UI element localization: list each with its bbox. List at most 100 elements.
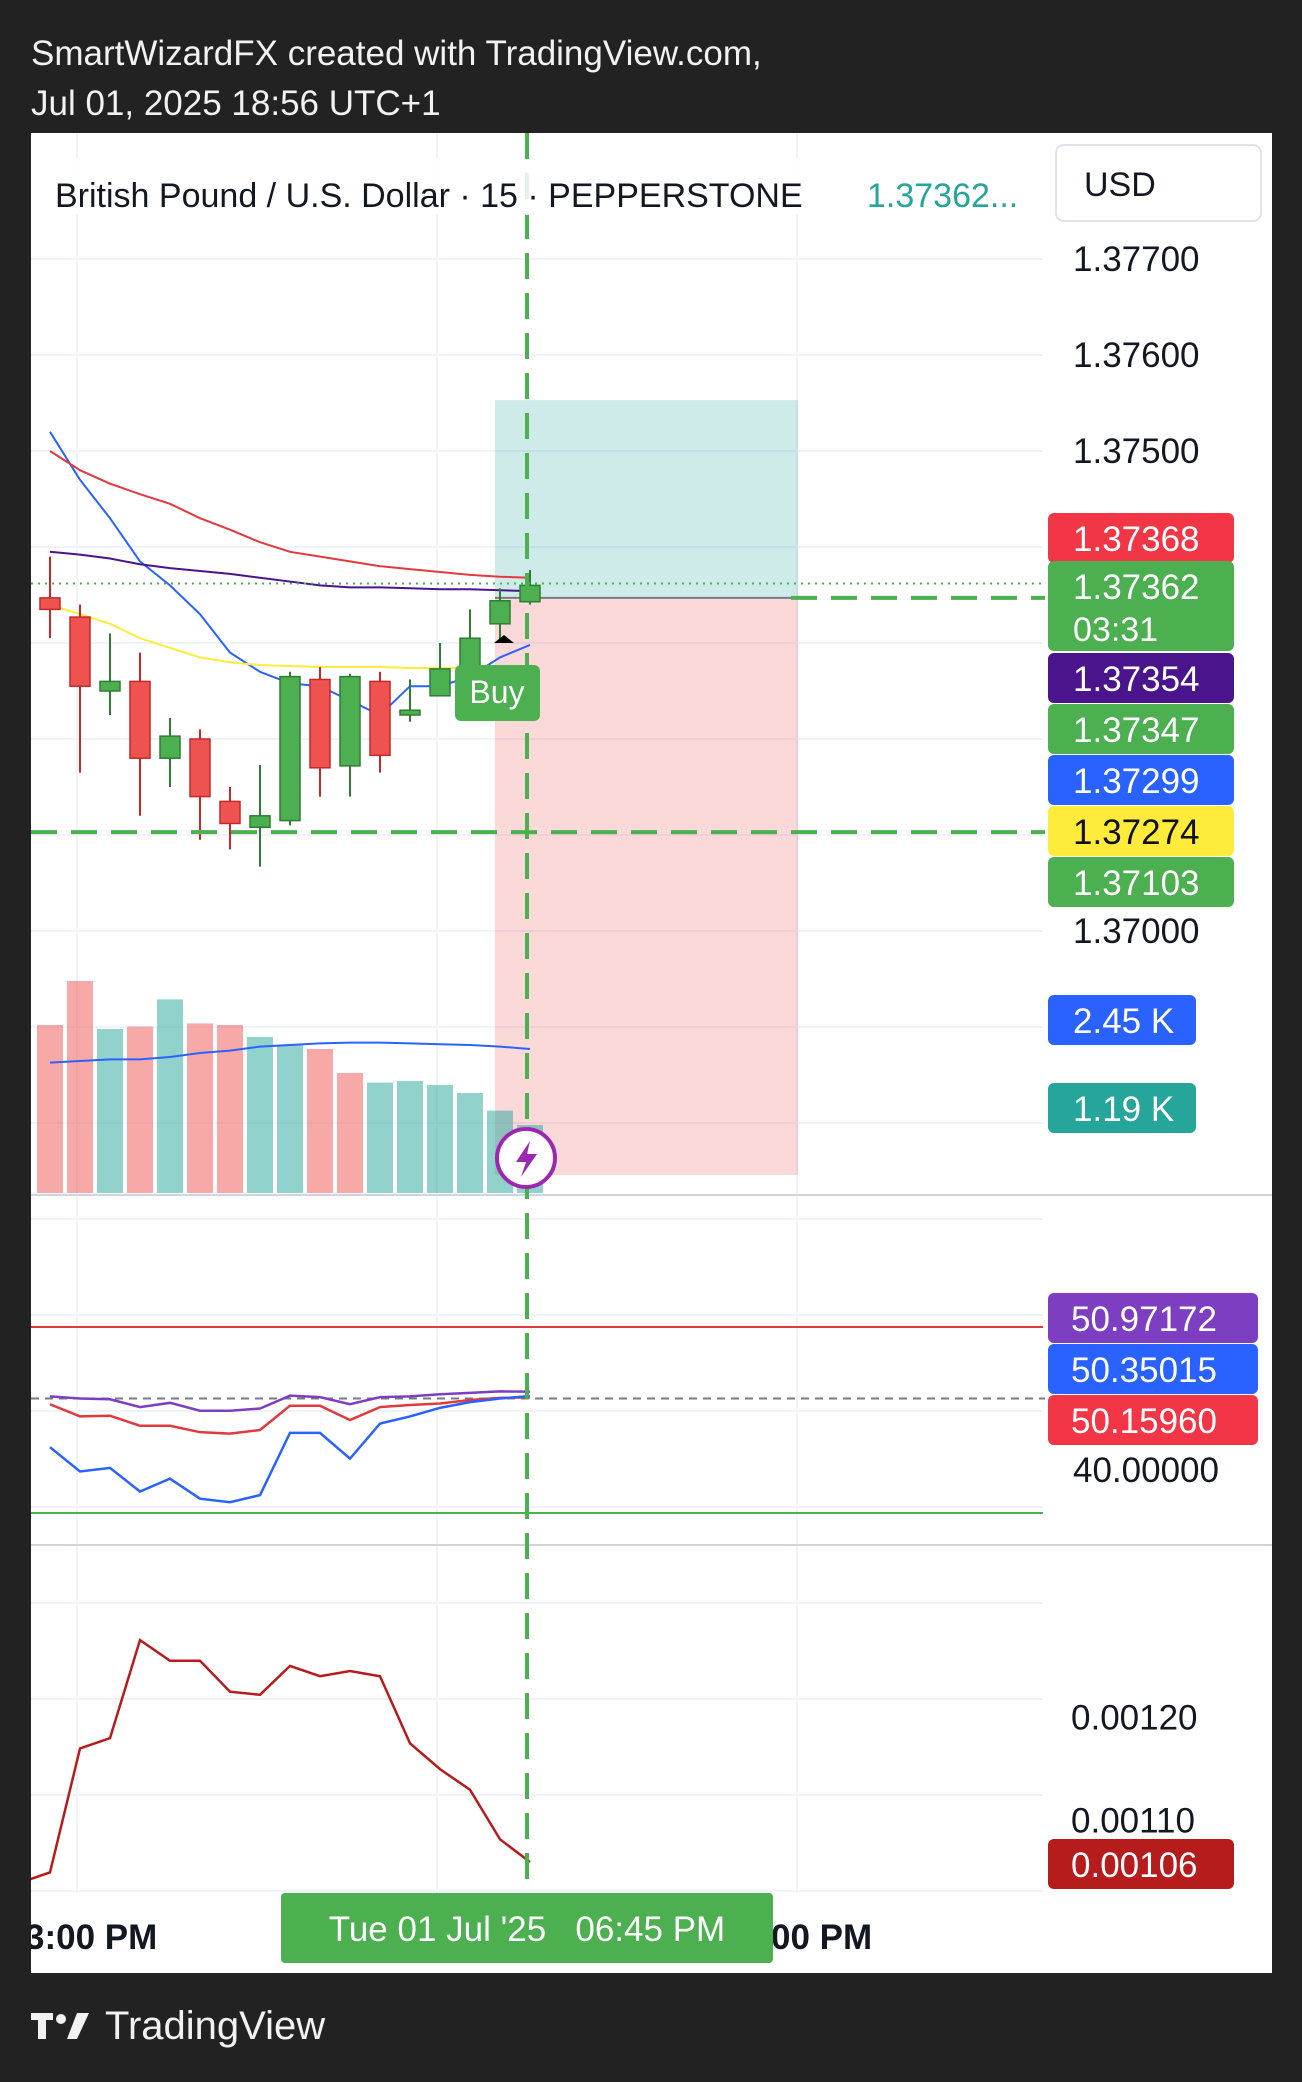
- position-tool[interactable]: [495, 400, 798, 1175]
- currency-box: [1055, 144, 1262, 222]
- osc-tag: 50.15960: [1048, 1395, 1258, 1445]
- price-tag: 1.37347: [1048, 704, 1234, 754]
- lightning-icon: [495, 1127, 557, 1189]
- moving-average-line: [49, 450, 531, 579]
- price-tick-label: 1.37500: [1073, 432, 1200, 471]
- crosshair-time-label: Tue 01 Jul '25 06:45 PM: [281, 1893, 773, 1963]
- volume-ma-line: [49, 1041, 531, 1064]
- crosshair-time-text: Tue 01 Jul '25 06:45 PM: [329, 1910, 725, 1949]
- volume-tag-box: [1048, 995, 1196, 1045]
- price-tick-label: 1.37600: [1073, 336, 1200, 375]
- candle-body: [69, 616, 91, 687]
- price-tag-box: [1048, 513, 1234, 563]
- candle-body: [279, 675, 301, 822]
- crosshair-time-box: [281, 1893, 773, 1963]
- position-profit-zone: [495, 400, 798, 598]
- symbol-title: British Pound / U.S. Dollar · 15 · PEPPE…: [55, 177, 803, 215]
- volume-bar: [67, 981, 93, 1193]
- osc-tag: 50.97172: [1048, 1293, 1258, 1343]
- moving-average-line: [49, 603, 530, 669]
- atr-line: [31, 1638, 531, 1881]
- price-axis[interactable]: USD1.377001.376001.375001.3700060.000004…: [1048, 144, 1262, 1889]
- buy-marker-box: [455, 665, 540, 721]
- volume-bar: [247, 1037, 273, 1193]
- volume-pane: [31, 981, 1272, 1196]
- candle-body: [99, 680, 121, 692]
- price-tag-label: 1.37362: [1073, 568, 1200, 607]
- price-tag: 1.37103: [1048, 857, 1234, 907]
- candle-body: [519, 584, 541, 603]
- volume-bar: [457, 1093, 483, 1193]
- currency-selector[interactable]: USD: [1055, 144, 1262, 222]
- osc-tag-box: [1048, 1293, 1258, 1343]
- osc-tag-box: [1048, 1344, 1258, 1394]
- symbol-last-price: 1.37362...: [867, 177, 1018, 215]
- price-tag-box: [1048, 704, 1234, 754]
- volume-bar: [187, 1023, 213, 1193]
- time-tick-label: 00 PM: [771, 1918, 872, 1957]
- price-tag-label: 1.37103: [1073, 864, 1200, 903]
- price-tag-label: 1.37274: [1073, 813, 1200, 852]
- tradingview-logo-icon: [31, 2013, 89, 2039]
- price-tag: 1.37368: [1048, 513, 1234, 563]
- position-loss-zone: [495, 597, 798, 1175]
- candle-body: [489, 600, 511, 625]
- osc-line: [49, 1394, 531, 1504]
- price-tag-label: 1.37347: [1073, 711, 1200, 750]
- osc-tag: 50.35015: [1048, 1344, 1258, 1394]
- trading-chart[interactable]: USD1.377001.376001.375001.3700060.000004…: [31, 133, 1272, 1973]
- atr-pane: [31, 1638, 531, 1881]
- volume-tag: 2.45 K: [1048, 995, 1196, 1045]
- volume-bar: [277, 1045, 303, 1193]
- candle-body: [429, 668, 451, 697]
- time-tick-label: 3:00 PM: [31, 1918, 157, 1957]
- price-tag-box: [1048, 806, 1234, 856]
- price-tag-label: 1.37354: [1073, 660, 1200, 699]
- atr-tick-label: 0.00120: [1071, 1699, 1198, 1738]
- volume-tag-label: 1.19 K: [1073, 1090, 1174, 1129]
- candle-body: [339, 675, 361, 767]
- currency-label: USD: [1084, 166, 1156, 204]
- volume-bar: [157, 999, 183, 1193]
- volume-bar: [97, 1029, 123, 1193]
- candle-body: [189, 738, 211, 798]
- title-backdrop: [31, 159, 1031, 215]
- chart-card[interactable]: USD1.377001.376001.375001.3700060.000004…: [31, 133, 1272, 1973]
- price-tag-label: 1.37299: [1073, 762, 1200, 801]
- buy-marker-arrow: [494, 635, 514, 643]
- volume-tag: 1.19 K: [1048, 1083, 1196, 1133]
- volume-bar: [427, 1085, 453, 1193]
- price-tag-box: [1048, 755, 1234, 805]
- price-tag-box: [1048, 653, 1234, 703]
- footer-brand: TradingView: [105, 2003, 326, 2048]
- osc-line: [49, 1396, 531, 1435]
- volume-bar: [337, 1073, 363, 1193]
- candle-body: [399, 709, 421, 716]
- lightning-icon-bolt: [516, 1141, 537, 1177]
- header-line-date: Jul 01, 2025 18:56 UTC+1: [31, 84, 441, 123]
- atr-tag-box: [1048, 1839, 1234, 1889]
- header-line-author: SmartWizardFX created with TradingView.c…: [31, 34, 762, 73]
- price-tag: 1.37274: [1048, 806, 1234, 856]
- price-tag-countdown: 03:31: [1073, 611, 1158, 649]
- volume-tag-box: [1048, 1083, 1196, 1133]
- candle-body: [39, 597, 61, 611]
- price-tag: 1.37362 03:31: [1048, 561, 1234, 651]
- price-lines: [31, 582, 1045, 835]
- footer: TradingView: [31, 1998, 325, 2054]
- price-tick-label: 1.37000: [1073, 912, 1200, 951]
- osc-tick-label: 40.00000: [1073, 1451, 1219, 1490]
- price-tag-label: 1.37368: [1073, 520, 1200, 559]
- candle-body: [129, 680, 151, 759]
- osc-tag-label: 50.15960: [1071, 1402, 1217, 1441]
- atr-tag: 0.00106: [1048, 1839, 1234, 1889]
- candle-body: [159, 735, 181, 759]
- volume-bar: [217, 1025, 243, 1193]
- buy-marker[interactable]: Buy: [455, 635, 540, 721]
- price-tag: 1.37299: [1048, 755, 1234, 805]
- candle-body: [249, 815, 271, 829]
- chart-overlays: Buy British Pound / U.S. Dollar · 15 · PE…: [31, 133, 1031, 1963]
- atr-tag-label: 0.00106: [1071, 1846, 1198, 1885]
- candle-body: [309, 678, 331, 769]
- candle-body: [219, 800, 241, 825]
